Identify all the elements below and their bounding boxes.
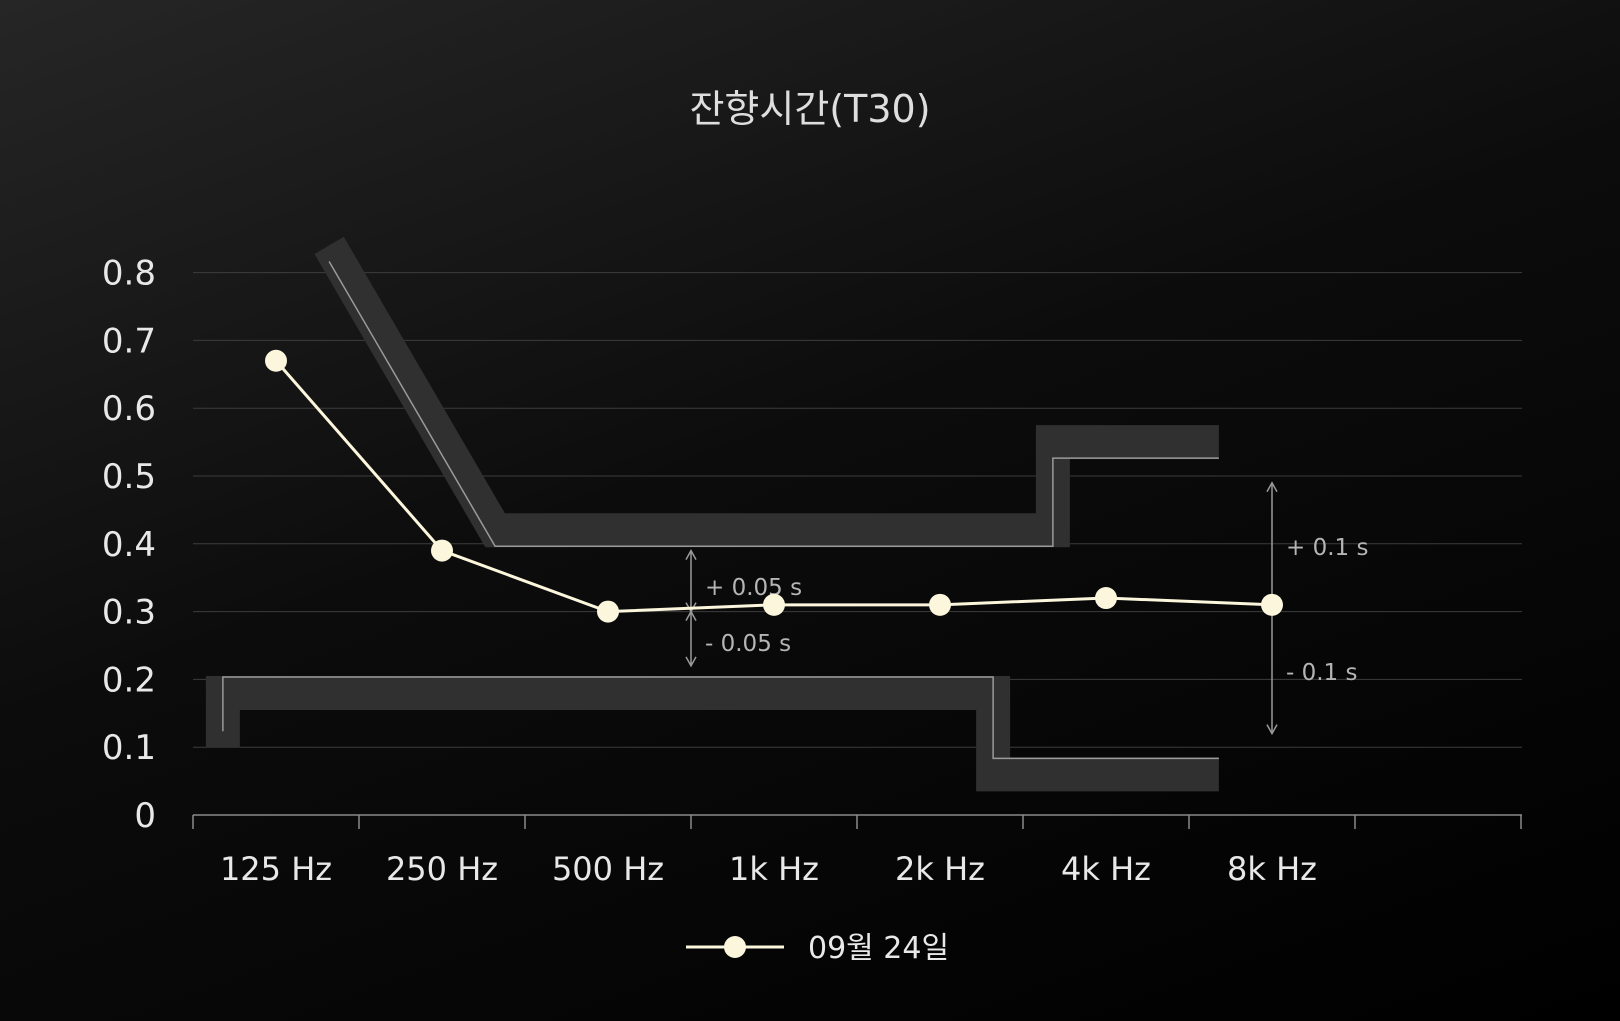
data-point xyxy=(929,593,951,616)
legend: 09월 24일 xyxy=(686,931,949,966)
data-point xyxy=(1261,593,1283,616)
legend-label: 09월 24일 xyxy=(808,931,949,966)
arrow-mid-lower-head-top xyxy=(685,610,697,621)
y-tick-label: 0.1 xyxy=(102,728,156,768)
tolerance-band xyxy=(205,236,1219,792)
y-tick-label: 0 xyxy=(134,796,156,836)
tolerance-label: - 0.1 s xyxy=(1286,660,1357,686)
arrow-mid-upper-head-top xyxy=(685,549,697,560)
legend-marker xyxy=(724,936,746,958)
y-tick-label: 0.7 xyxy=(102,321,156,361)
x-tick-label: 4k Hz xyxy=(1061,850,1151,888)
y-tick-label: 0.8 xyxy=(102,254,156,294)
data-point xyxy=(431,539,453,562)
arrow-high-upper-head-top xyxy=(1266,481,1278,493)
tolerance-label: - 0.05 s xyxy=(705,631,791,657)
y-tick-label: 0.4 xyxy=(102,525,156,565)
y-tick-label: 0.3 xyxy=(102,593,156,633)
x-tick-label: 8k Hz xyxy=(1227,850,1317,888)
x-tick-label: 500 Hz xyxy=(552,850,664,888)
x-tick-label: 125 Hz xyxy=(220,850,332,888)
tolerance-label: + 0.1 s xyxy=(1286,535,1368,561)
x-tick-label: 1k Hz xyxy=(729,850,819,888)
y-tick-label: 0.6 xyxy=(102,389,156,429)
x-tick-label: 250 Hz xyxy=(386,850,498,888)
arrow-mid-lower-head-bottom xyxy=(685,656,697,668)
x-tick-label: 2k Hz xyxy=(895,850,985,888)
upper-tolerance-edge xyxy=(328,261,1219,547)
lower-tolerance-band xyxy=(205,675,1219,792)
y-tick-label: 0.2 xyxy=(102,660,156,700)
x-axis: 125 Hz 250 Hz 500 Hz 1k Hz 2k Hz 4k Hz 8k Hz xyxy=(192,814,1522,888)
series-group xyxy=(265,349,1283,623)
data-point xyxy=(763,593,785,616)
data-point xyxy=(1095,587,1117,610)
arrow-high-lower-head-bottom xyxy=(1266,724,1278,736)
tolerance-label: + 0.05 s xyxy=(705,575,802,601)
lower-tolerance-edge xyxy=(222,676,1219,760)
y-tick-label: 0.5 xyxy=(102,457,156,497)
upper-tolerance-band xyxy=(314,236,1219,548)
data-point xyxy=(597,600,619,623)
chart-title: 잔향시간(T30) xyxy=(689,87,930,131)
data-point xyxy=(265,349,287,372)
tolerance-annotations: + 0.05 s - 0.05 s + 0.1 s - 0.1 s xyxy=(685,481,1368,736)
